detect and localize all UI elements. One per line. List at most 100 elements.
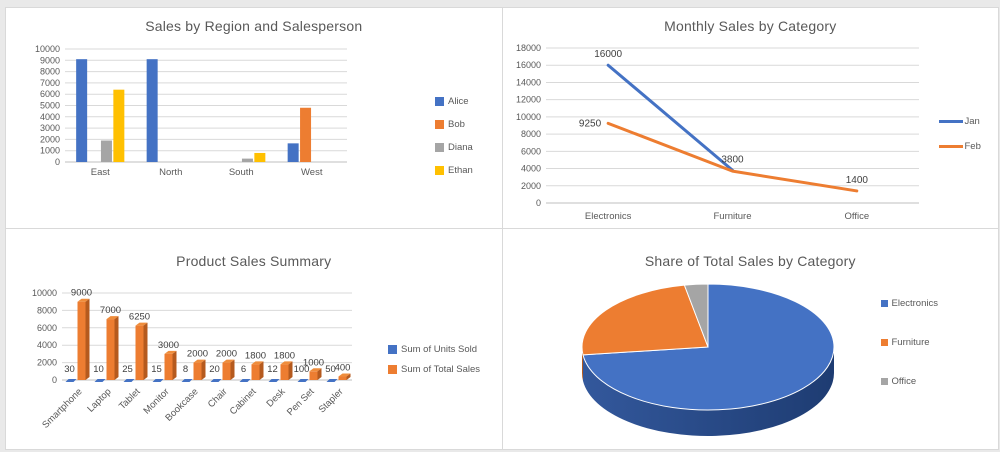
svg-text:12000: 12000 [515, 95, 540, 105]
chart-panel-monthly-sales[interactable]: Monthly Sales by Category 0 2000 4000 6000 8… [502, 8, 998, 228]
svg-text:2000: 2000 [187, 349, 208, 360]
legend-marker [388, 345, 397, 354]
svg-text:3000: 3000 [40, 123, 60, 133]
svg-text:3000: 3000 [158, 340, 179, 351]
svg-text:9250: 9250 [578, 118, 601, 129]
legend-label: Alice [448, 96, 469, 107]
legend-label: Furniture [891, 337, 930, 348]
svg-text:1800: 1800 [245, 350, 266, 361]
svg-text:East: East [91, 167, 110, 178]
svg-text:18000: 18000 [515, 43, 540, 53]
legend-marker [435, 166, 444, 175]
svg-text:2000: 2000 [37, 358, 57, 368]
svg-text:2000: 2000 [520, 181, 540, 191]
svg-text:0: 0 [55, 157, 60, 167]
legend-marker [388, 365, 397, 374]
svg-text:Electronics: Electronics [584, 211, 631, 222]
svg-text:0: 0 [535, 198, 540, 208]
svg-text:Pen Set: Pen Set [285, 386, 317, 418]
svg-text:7000: 7000 [100, 305, 121, 316]
legend-marker [880, 300, 888, 307]
legend-marker [938, 145, 963, 148]
svg-text:30: 30 [64, 364, 75, 375]
legend-item: Alice [435, 96, 473, 107]
svg-text:16000: 16000 [515, 60, 540, 70]
svg-text:6000: 6000 [37, 323, 57, 333]
svg-text:Furniture: Furniture [713, 211, 751, 222]
svg-text:Chair: Chair [206, 386, 230, 410]
legend-marker [880, 378, 888, 385]
legend-item: Feb [938, 141, 981, 152]
svg-text:6000: 6000 [40, 89, 60, 99]
svg-text:100: 100 [294, 364, 310, 375]
legend-item: Bob [435, 119, 473, 130]
svg-text:10000: 10000 [35, 44, 60, 54]
legend-region-sales: Alice Bob Diana Ethan [435, 96, 473, 176]
svg-text:0: 0 [52, 375, 57, 385]
svg-text:1000: 1000 [40, 146, 60, 156]
legend-item: Ethan [435, 165, 473, 176]
svg-text:10000: 10000 [32, 288, 57, 298]
svg-text:3800: 3800 [721, 154, 744, 165]
legend-item: Electronics [880, 298, 938, 309]
chart-title-product-summary: Product Sales Summary [176, 253, 332, 269]
svg-text:6000: 6000 [520, 146, 540, 156]
svg-text:20: 20 [209, 364, 220, 375]
svg-text:Tablet: Tablet [117, 386, 143, 412]
legend-label: Feb [964, 141, 981, 152]
svg-text:2000: 2000 [216, 349, 237, 360]
svg-text:9000: 9000 [40, 55, 60, 65]
svg-text:8000: 8000 [520, 129, 540, 139]
legend-marker [435, 143, 444, 152]
svg-text:6: 6 [241, 364, 246, 375]
legend-product-summary: Sum of Units Sold Sum of Total Sales [388, 344, 480, 375]
legend-label: Diana [448, 142, 473, 153]
legend-label: Jan [964, 116, 980, 127]
svg-text:8000: 8000 [37, 305, 57, 315]
svg-text:4000: 4000 [40, 112, 60, 122]
legend-item: Diana [435, 142, 473, 153]
svg-text:Office: Office [844, 211, 869, 222]
legend-marker [880, 339, 888, 346]
svg-text:7000: 7000 [40, 78, 60, 88]
legend-label: Office [891, 376, 917, 387]
svg-text:400: 400 [335, 363, 351, 374]
legend-label: Electronics [891, 298, 938, 309]
svg-text:1800: 1800 [274, 350, 295, 361]
svg-text:Cabinet: Cabinet [228, 386, 259, 417]
svg-text:West: West [301, 167, 323, 178]
chart-sheet: Sales by Region and Salesperson 0 1000 200… [5, 7, 999, 450]
svg-text:14000: 14000 [515, 77, 540, 87]
svg-text:6250: 6250 [129, 312, 150, 323]
chart-title-region-sales: Sales by Region and Salesperson [145, 18, 363, 34]
svg-text:5000: 5000 [40, 101, 60, 111]
svg-text:8000: 8000 [40, 67, 60, 77]
share-pie-chart-canvas [581, 283, 834, 437]
legend-item: Sum of Units Sold [388, 344, 480, 355]
svg-text:1000: 1000 [303, 357, 324, 368]
legend-label: Ethan [448, 165, 473, 176]
chart-panel-region-sales[interactable]: Sales by Region and Salesperson 0 1000 200… [6, 8, 502, 228]
svg-text:10: 10 [93, 364, 104, 375]
chart-title-share-pie: Share of Total Sales by Category [644, 253, 856, 269]
svg-text:Stapler: Stapler [317, 386, 346, 415]
product-summary-chart-canvas: 0 2000 4000 6000 8000 10000 Smartphone 30 9000 La… [32, 288, 352, 431]
legend-item: Furniture [880, 337, 938, 348]
legend-marker [435, 120, 444, 129]
legend-item: Sum of Total Sales [388, 364, 480, 375]
legend-marker [435, 97, 444, 106]
chart-panel-share-pie[interactable]: Share of Total Sales by Category Electro… [502, 229, 998, 449]
chart-panel-product-summary[interactable]: Product Sales Summary 0 2000 4000 6000 8000 1… [6, 229, 502, 449]
legend-label: Bob [448, 119, 465, 130]
svg-text:4000: 4000 [520, 164, 540, 174]
svg-text:9000: 9000 [71, 288, 92, 299]
svg-text:North: North [159, 167, 182, 178]
legend-item: Office [880, 376, 938, 387]
svg-text:Desk: Desk [265, 386, 288, 409]
legend-item: Jan [938, 116, 981, 127]
svg-text:South: South [229, 167, 254, 178]
monthly-sales-chart-canvas: 0 2000 4000 6000 8000 10000 12000 14000 16000 180… [515, 43, 919, 222]
svg-text:4000: 4000 [37, 340, 57, 350]
svg-text:15: 15 [151, 364, 162, 375]
